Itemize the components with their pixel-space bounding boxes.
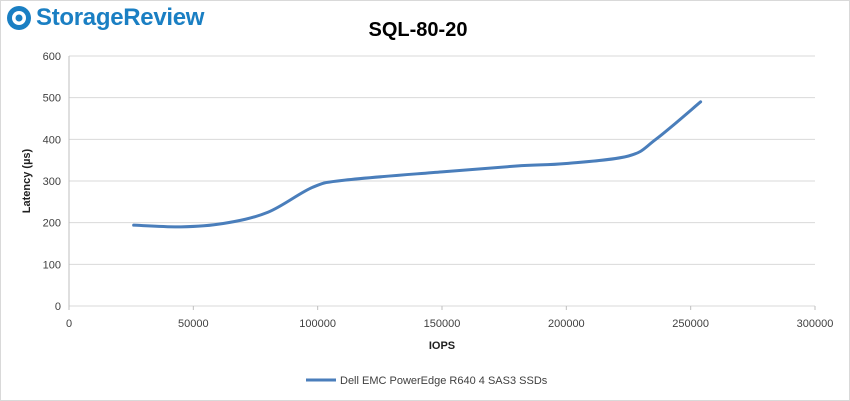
y-tick-label: 300 [43, 176, 61, 188]
series-group [132, 100, 703, 229]
series-line [132, 100, 703, 229]
x-axis-title: IOPS [429, 340, 455, 352]
logo-text: StorageReview [36, 4, 205, 31]
y-tick-label: 400 [43, 134, 61, 146]
y-tick-label: 500 [43, 93, 61, 105]
y-tick-label: 0 [55, 301, 61, 313]
y-tick-label: 600 [43, 51, 61, 63]
x-tick-label: 200000 [548, 318, 585, 330]
x-tick-label: 150000 [424, 318, 461, 330]
legend: Dell EMC PowerEdge R640 4 SAS3 SSDs [306, 375, 548, 387]
x-tick-label: 100000 [299, 318, 336, 330]
grid-lines [68, 55, 815, 307]
storagereview-logo-icon [7, 6, 31, 30]
storagereview-logo: StorageReview [6, 4, 204, 32]
y-axis-title: Latency (µs) [21, 148, 33, 213]
x-tick-label: 0 [66, 318, 72, 330]
y-tick-label: 100 [43, 259, 61, 271]
chart-title: SQL-80-20 [369, 19, 468, 41]
legend-label: Dell EMC PowerEdge R640 4 SAS3 SSDs [340, 375, 548, 387]
x-tick-label: 250000 [672, 318, 709, 330]
x-tick-label: 50000 [178, 318, 209, 330]
y-tick-label: 200 [43, 218, 61, 230]
y-axis-ticks: 0 100 200 300 400 500 600 [43, 51, 61, 313]
x-axis-ticks: 0 50000 100000 150000 200000 250000 300000 [66, 306, 833, 330]
x-tick-label: 300000 [797, 318, 834, 330]
